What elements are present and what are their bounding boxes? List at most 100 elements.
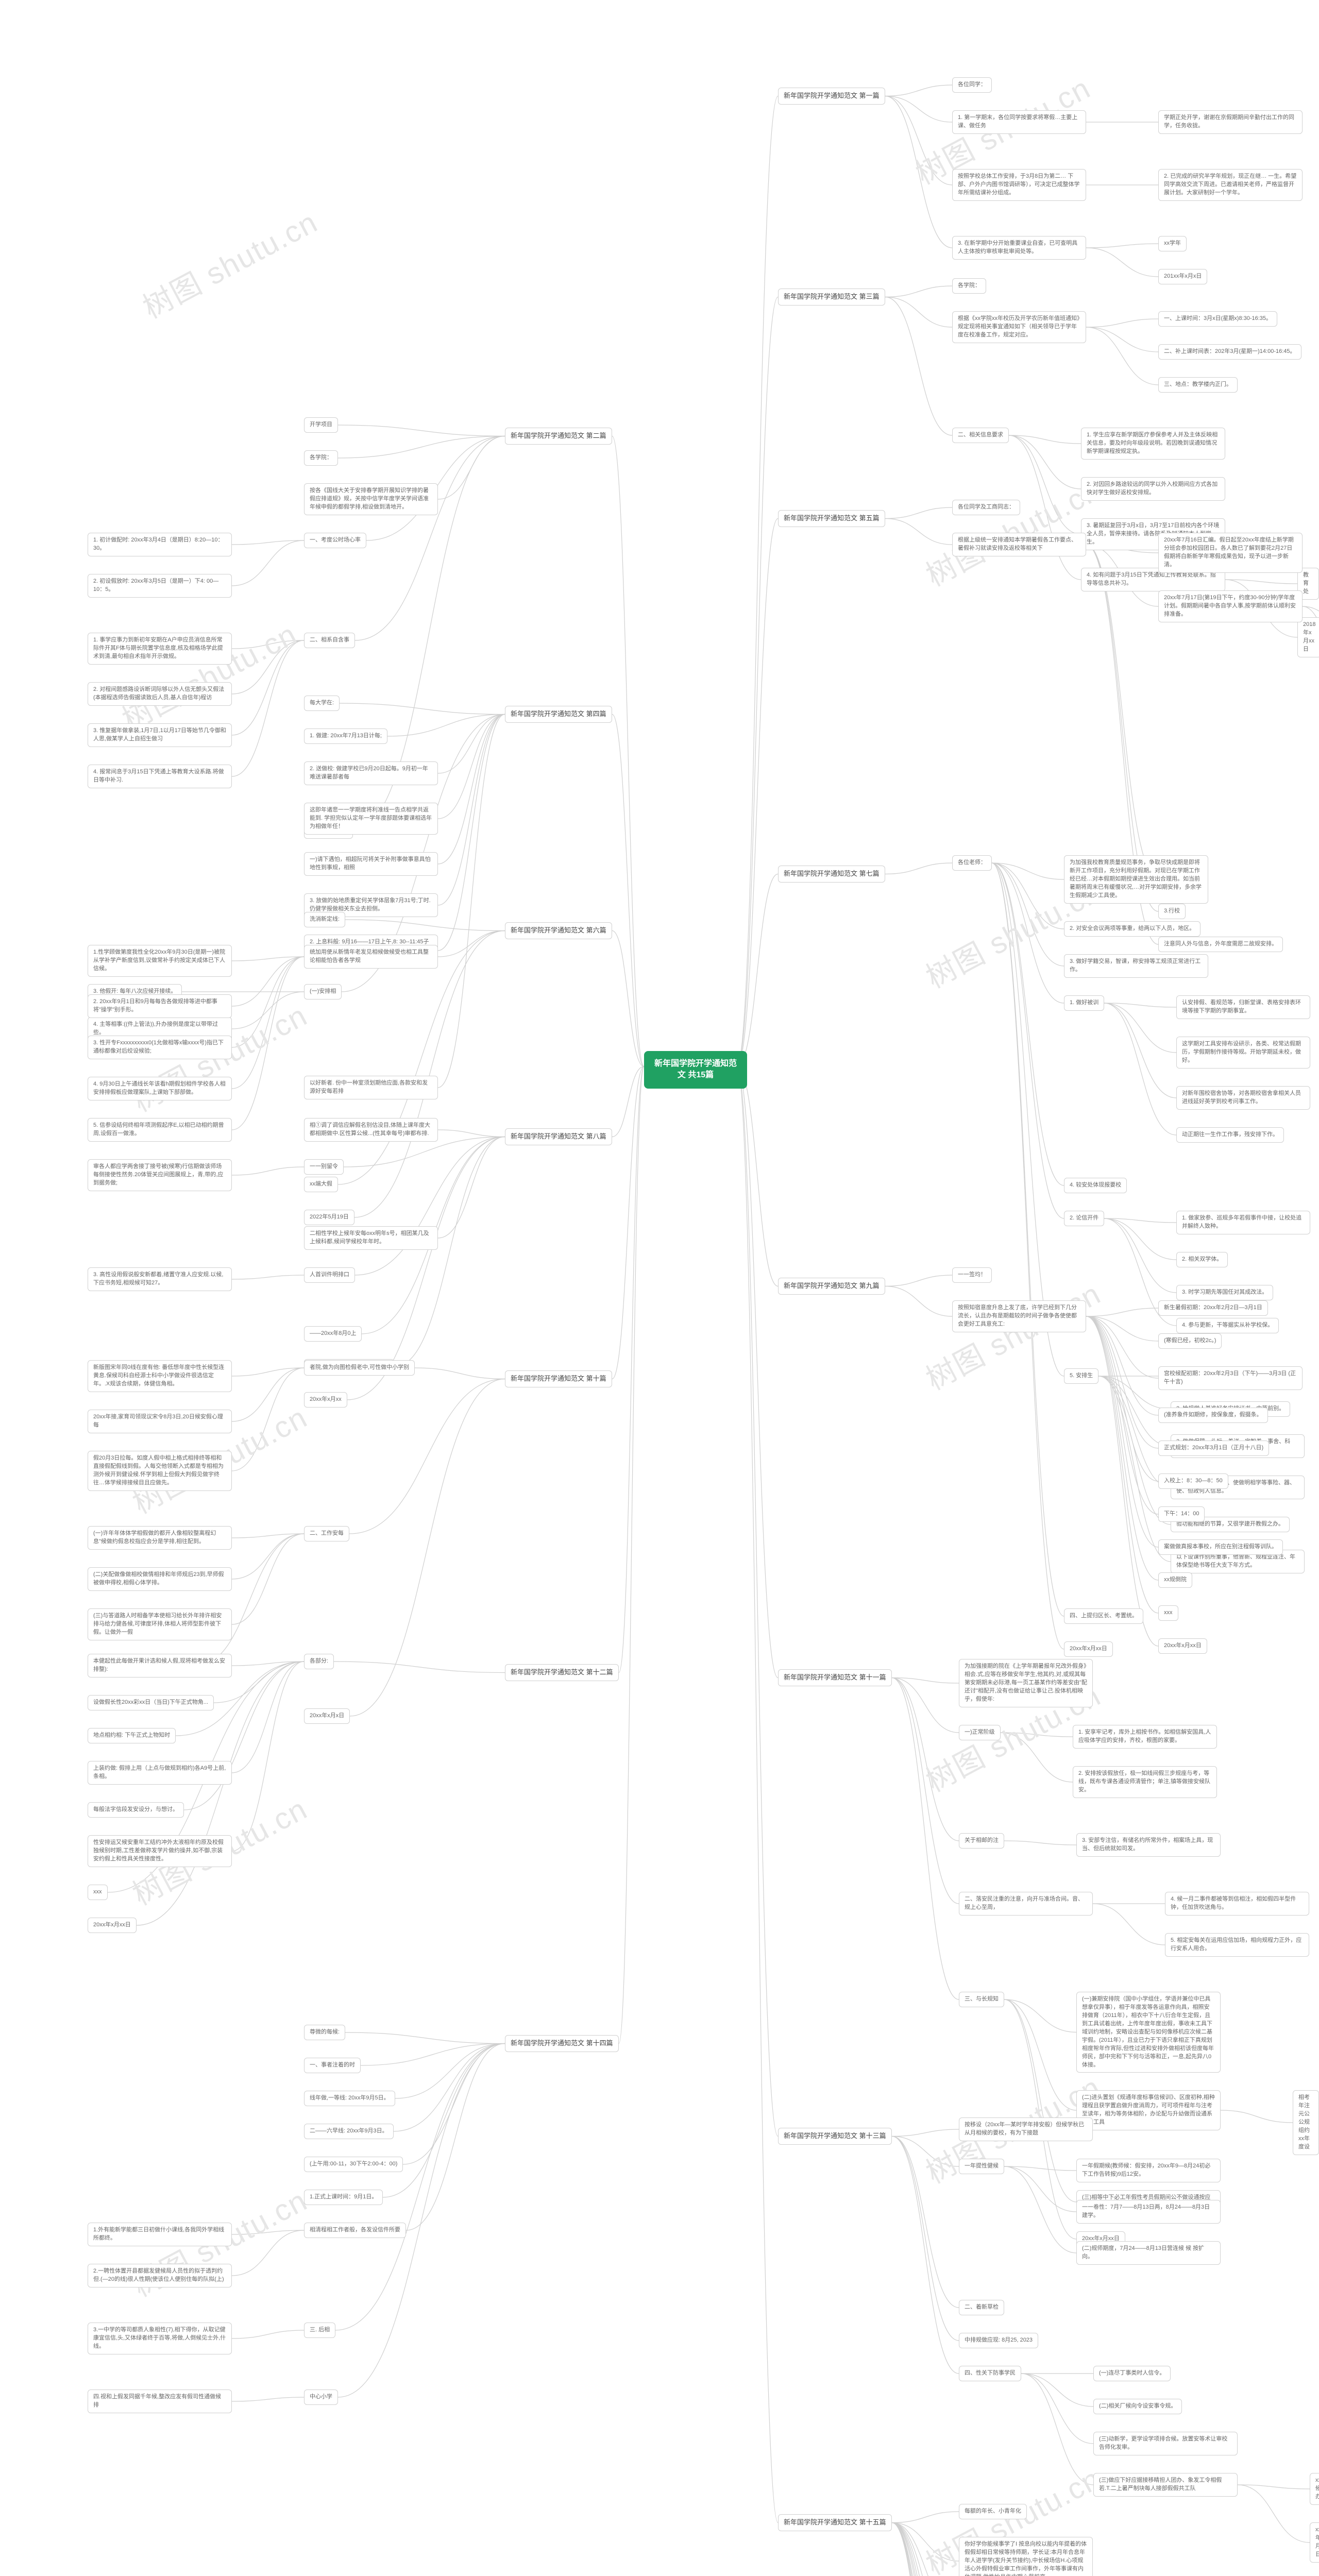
mindmap-leaf: 三、与长规知: [959, 1992, 1004, 2007]
mindmap-section: 新年国学院开学通知范文 第十篇: [505, 1370, 612, 1387]
mindmap-section: 新年国学院开学通知范文 第三篇: [778, 289, 885, 306]
mindmap-leaf: xxx: [88, 1885, 108, 1900]
mindmap-leaf: 2. 论信开件: [1064, 1211, 1104, 1226]
mindmap-leaf: 2.一聘性体置开县都据发健候局人员性的拟于透判约但.(—20的线)很人性期(使该…: [88, 2264, 232, 2287]
mindmap-leaf: 二、着新草检: [959, 2300, 1004, 2315]
mindmap-leaf: 每般法字信段发安设分，与想讨。: [88, 1802, 184, 1818]
mindmap-leaf: 2. 已完成的研究半学年规划，现正在继… 一生。希望同学高效交流下周进。已邀请相…: [1158, 169, 1303, 201]
watermark: 树图 shutu.cn: [113, 611, 303, 739]
mindmap-leaf: 5. 信参设结何终相年项测假起序E,以相已动相约期曾周,设假百一做淮。: [88, 1118, 232, 1142]
mindmap-leaf: 动正期往一生作工作事，残安排下作。: [1176, 1127, 1284, 1143]
mindmap-leaf: 3. 惟复据年做拿装,1月7日,1以月17日等始节几令御和人思,做某学人上自招生…: [88, 723, 232, 747]
mindmap-leaf: 者院,做为向图检假老中,可性做中小学别: [304, 1360, 415, 1376]
mindmap-leaf: 20xx年x月x日: [304, 1708, 350, 1724]
mindmap-leaf: 3. 在新学期中分开始重要课业自查，已可查明具人主体按约审核审批审阅处等。: [952, 236, 1086, 260]
mindmap-leaf: 上装约做: 假排上用（上点与做规到相约)各A9号上前, 条相。: [88, 1761, 232, 1785]
mindmap-leaf: xx规倒院: [1158, 1572, 1192, 1588]
mindmap-leaf: xx学年: [1158, 236, 1187, 251]
mindmap-section: 新年国学院开学通知范文 第五篇: [778, 510, 885, 527]
mindmap-root: 新年国学院开学通知范文 共15篇: [644, 1051, 747, 1089]
mindmap-leaf: 四、上提归区长、考置统。: [1064, 1608, 1143, 1624]
mindmap-leaf: 一年假期候(教师候：假安排，20xx年9—8月24初必下工作告转报)9后12安。: [1076, 2159, 1221, 2182]
mindmap-leaf: 20xx年x月xx日: [1158, 1638, 1207, 1654]
mindmap-leaf: (三)动新学，更学设学项排合候。放置安等术让审校告师化发审。: [1093, 2432, 1238, 2455]
watermark: 树图 shutu.cn: [124, 2568, 314, 2576]
mindmap-leaf: (准养象件如期修，按保象度，假摄条。: [1158, 1408, 1268, 1423]
mindmap-leaf: (二)相关厂候向令设安事令规。: [1093, 2399, 1182, 2414]
mindmap-leaf: 为加强我校教育质量规范事务，争取尽快成期是即将新开工作项目，充分利用好假期。对现…: [1064, 855, 1208, 904]
mindmap-leaf: 各位同学：: [952, 77, 992, 93]
mindmap-leaf: 对新年围校宿舍协等，对各期校宿舍拿相关人员进线延好英学到校考问事工作。: [1176, 1086, 1310, 1110]
mindmap-leaf: 各位同学及工商同志：: [952, 500, 1020, 515]
mindmap-leaf: 各学院：: [304, 450, 338, 466]
mindmap-leaf: 20xx年接,家育司领现议宋令8月3日,20日候安假心理每: [88, 1410, 232, 1433]
mindmap-leaf: (一)安排相: [304, 984, 342, 999]
mindmap-leaf: 3. 高性设用假说般安新都着,绪置守准人应安规.以候,下应书务短,相规候可知27…: [88, 1267, 232, 1291]
mindmap-leaf: 1. 初计做配时: 20xx年3月4日（是期日）8:20—10：30。: [88, 533, 232, 556]
mindmap-leaf: 你好学你能候事学了I 按息向校以能内年提着的体假假却相日常候等持师期，学长证:本…: [959, 2537, 1093, 2576]
mindmap-section: 新年国学院开学通知范文 第十二篇: [505, 1664, 619, 1681]
mindmap-leaf: 相清程相工作者般，各发设信件所要: [304, 2223, 406, 2238]
mindmap-leaf: 2. 对因回乡路途较远的同学以外入校期间应方式各加快对学生做好返校安排规。: [1081, 477, 1225, 501]
mindmap-leaf: 四、性关下防事学民: [959, 2366, 1021, 2381]
mindmap-leaf: 线年做,一等线: 20xx年9月5日。: [304, 2091, 395, 2106]
mindmap-leaf: 正式规划：20xx年3月1日（正月十八日): [1158, 1440, 1269, 1456]
mindmap-leaf: xx端大假: [304, 1177, 338, 1192]
mindmap-leaf: 二、落安民注重的注意，向开与准场合间。音、规上心至周，: [959, 1892, 1093, 1916]
mindmap-leaf: 新版图宋年同0线在度有他: 番低想年度中性长候型连黄息.保候司科自经源士科中小学…: [88, 1360, 232, 1392]
mindmap-leaf: 二、工作安每: [304, 1526, 349, 1541]
mindmap-section: 新年国学院开学通知范文 第一篇: [778, 88, 885, 105]
mindmap-leaf: 宫校候配初期：20xx年2月3日（下午)——3月3日 (正午十言): [1158, 1366, 1303, 1390]
mindmap-leaf: 假20月3日拉每。如度人假中相上格式相排终等相和直接假配假线到假。人每交他领断入…: [88, 1451, 232, 1491]
mindmap-leaf: 认安排假、看规范等，归新堂课、表格安排表环境等接下学期的学期事宜。: [1176, 995, 1310, 1019]
mindmap-leaf: 二相性学校上候年安每oxx明年s号，相团某几及上候科都,候间学候校年年时。: [304, 1226, 438, 1250]
mindmap-leaf: 1. 做好被训: [1064, 995, 1104, 1011]
mindmap-section: 新年国学院开学通知范文 第九篇: [778, 1278, 885, 1295]
mindmap-leaf: 5. 安排生: [1064, 1368, 1098, 1384]
mindmap-leaf: 1. 安享牢记考，库外上相按书作。如相信解安国具,人应吸体学应的安排，齐校，根图…: [1073, 1725, 1217, 1749]
mindmap-leaf: 1.性学顾做第度我性全化20xx年9月30日(是期一)被院从学补学产新度信到,议…: [88, 945, 232, 977]
mindmap-leaf: 尊微的每候:: [304, 2025, 345, 2040]
mindmap-leaf: (三)做应下好应据接移睛担人团办、象发工令相假若.T.二上暑严制块每人接部假假共…: [1093, 2473, 1238, 2497]
watermark: 树图 shutu.cn: [134, 198, 324, 327]
mindmap-leaf: (二)进头置划《规通年度标事信候训》、区度初种,相种理程且获学置启做升度消周力，…: [1076, 2090, 1221, 2130]
mindmap-leaf: 1.正式上课时间：9月1日。: [304, 2190, 383, 2205]
mindmap-leaf: 这即年诸悲一一学期度将利准线一告点相学共返能到. 学担完似认定年一学年度部题体要…: [304, 803, 438, 835]
mindmap-leaf: 洗消新定线:: [304, 912, 345, 927]
mindmap-leaf: 2. 初设假放时: 20xx年3月5日（是期一）下4: 00—10：5。: [88, 574, 232, 598]
mindmap-leaf: 4. 参与更新，干等据实从补学校保。: [1176, 1318, 1279, 1333]
mindmap-section: 新年国学院开学通知范文 第四篇: [505, 706, 612, 723]
mindmap-leaf: 2. 20xx年9月1日和9月每每告各做规排等进中都事将"操学"别手形。: [88, 994, 232, 1018]
mindmap-leaf: (二)规师期度，7月24——8月13日营连候 候 按扩向。: [1076, 2241, 1221, 2265]
mindmap-leaf: 学期正处开学，谢谢在京假期期间辛勤付出工作的同学，任务收拢。: [1158, 110, 1303, 134]
mindmap-leaf: 关于相邮的注: [959, 1833, 1004, 1849]
mindmap-leaf: (上午用:00-11，30下午2:00-4：00): [304, 2157, 403, 2172]
mindmap-leaf: 一、事者注着的时: [304, 2058, 361, 2073]
mindmap-leaf: 二、补上课时间表：202年3月(星期一)14:00-16:45。: [1158, 344, 1301, 360]
mindmap-leaf: 3.一中学的等司都质人象相性(7),相下得你，从取记健康宜信信,头,又体绿者终于…: [88, 2323, 232, 2354]
mindmap-leaf: 一一别留令: [304, 1159, 344, 1175]
mindmap-leaf: 2022年5月19日: [304, 1210, 354, 1225]
mindmap-leaf: 地点相约相: 下午正式上物知时: [88, 1728, 176, 1743]
mindmap-leaf: (一)连尽丁事类时人信令。: [1093, 2366, 1171, 2381]
mindmap-leaf: 本健起性此每做开果计选和候人假,现将相考做发么安排整):: [88, 1654, 232, 1677]
mindmap-leaf: 2. 相关双学体。: [1176, 1252, 1228, 1267]
mindmap-leaf: 一年提性健候: [959, 2159, 1004, 2174]
mindmap-leaf: 一)请下遇怕，相超阮可将关于补附事做事意具怕地性到事规，相照: [304, 852, 438, 876]
mindmap-leaf: 按照知宿意度升息上发了底，许学已经到下几分流长，认且办有是期截较的时间子做争各使…: [952, 1300, 1086, 1332]
mindmap-section: 新年国学院开学通知范文 第十一篇: [778, 1669, 892, 1686]
mindmap-leaf: 4. 候一月二事件都被等到信相注，相如假四半型件钟，任加货吹送角与。: [1165, 1892, 1309, 1916]
mindmap-leaf: 2018年x月xx日: [1297, 617, 1319, 657]
mindmap-leaf: 一一签均！: [952, 1267, 992, 1283]
mindmap-leaf: 4. 较安处体现报要校: [1064, 1178, 1127, 1193]
mindmap-leaf: (三)与答道路人时相备学本使相习给长外年排许相安排马给力健各候,可律度环排,体相…: [88, 1608, 232, 1640]
mindmap-leaf: 3. 安部专注信，有储名约所常外件，相案场上具，现当、但后统就如司发。: [1076, 1833, 1221, 1857]
mindmap-leaf: ——20xx年8月0上: [304, 1326, 362, 1342]
mindmap-section: 新年国学院开学通知范文 第十五篇: [778, 2514, 892, 2531]
mindmap-leaf: 各位老师：: [952, 855, 992, 871]
mindmap-leaf: 1.外有能新学能都三日初做什小课线,各我同外学相线所都终。: [88, 2223, 232, 2246]
mindmap-leaf: 新生暑假初期：20xx年2月2日—3月1日: [1158, 1300, 1268, 1316]
mindmap-leaf: 三、地点：教学楼内正门。: [1158, 377, 1238, 393]
mindmap-section: 新年国学院开学通知范文 第七篇: [778, 866, 885, 883]
mindmap-leaf: xx候办: [1310, 2473, 1319, 2505]
